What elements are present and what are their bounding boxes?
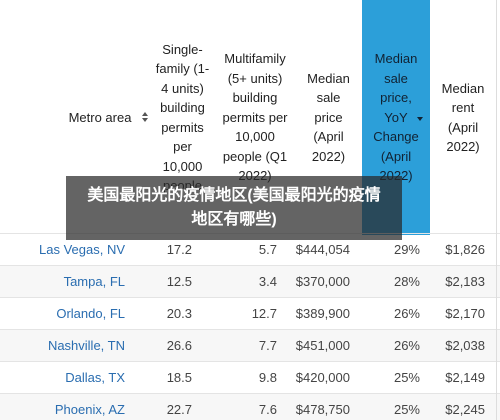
metro-link[interactable]: Dallas, TX	[65, 370, 125, 385]
table-cell: $2,149	[445, 370, 485, 385]
table-cell: $370,000	[295, 274, 350, 289]
column-header[interactable]: Median rent (April 2022)	[430, 0, 496, 235]
table-cell: 25%	[393, 370, 420, 385]
column-header-text: Single-family (1-4 units) building permi…	[155, 41, 210, 194]
table-cell: $2,245	[445, 402, 485, 417]
table-cell: 12.5	[166, 274, 192, 289]
table-cell: 3.4	[258, 274, 277, 289]
table-cell: 26%	[393, 306, 420, 321]
column-header-text: Multifamily (5+ units) building permits …	[222, 51, 288, 183]
caption-text: 美国最阳光的疫情地区(美国最阳光的疫情地区有哪些)	[87, 187, 381, 228]
table-cell: 9.8	[258, 370, 277, 385]
metro-link[interactable]: Phoenix, AZ	[54, 402, 125, 417]
table-cell: 5.7	[258, 242, 277, 257]
table-row: Phoenix, AZ 22.7 7.6 $478,750 25% $2,245	[0, 393, 500, 420]
column-header-text: Metro area	[68, 109, 132, 125]
table-cell: 28%	[393, 274, 420, 289]
table-row: Nashville, TN 26.6 7.7 $451,000 26% $2,038	[0, 329, 500, 361]
metro-link[interactable]: Nashville, TN	[47, 338, 125, 353]
table-cell: 25%	[393, 402, 420, 417]
table-cell: $444,054	[295, 242, 350, 257]
sort-icon-active[interactable]	[416, 111, 424, 123]
table-cell: 7.6	[258, 402, 277, 417]
table-row: Dallas, TX 18.5 9.8 $420,000 25% $2,149	[0, 361, 500, 393]
table-cell: $2,038	[445, 338, 485, 353]
metro-link[interactable]: Orlando, FL	[56, 306, 125, 321]
table-cell: $420,000	[295, 370, 350, 385]
table-cell: 26.6	[166, 338, 192, 353]
table-cell: $478,750	[295, 402, 350, 417]
table-row: Tampa, FL 12.5 3.4 $370,000 28% $2,183	[0, 265, 500, 297]
table-cell: 29%	[393, 242, 420, 257]
table-cell: 17.2	[166, 242, 192, 257]
table-cell: $2,183	[445, 274, 485, 289]
table-cell: $451,000	[295, 338, 350, 353]
caption-overlay: 美国最阳光的疫情地区(美国最阳光的疫情地区有哪些)	[66, 176, 402, 240]
table-cell: 18.5	[166, 370, 192, 385]
metro-link[interactable]: Las Vegas, NV	[39, 242, 125, 257]
column-header-text: Median rent (April 2022)	[441, 80, 485, 155]
column-header[interactable]: Metro area	[0, 0, 150, 235]
table-row: Orlando, FL 20.3 12.7 $389,900 26% $2,170	[0, 297, 500, 329]
column-edge	[496, 0, 497, 420]
table-cell: 22.7	[166, 402, 192, 417]
metro-link[interactable]: Tampa, FL	[63, 274, 125, 289]
table-cell: $2,170	[445, 306, 485, 321]
column-header-text: Median sale price (April 2022)	[307, 70, 350, 164]
table-cell: $389,900	[295, 306, 350, 321]
column-header[interactable]: Median sale price (April 2022)	[295, 0, 362, 235]
table-cell: 26%	[393, 338, 420, 353]
sort-icon[interactable]	[141, 111, 149, 123]
table-cell: $1,826	[445, 242, 485, 257]
table-cell: 20.3	[166, 306, 192, 321]
table-cell: 12.7	[251, 306, 277, 321]
column-header-text: Median sale price, YoY Change (April 202…	[373, 51, 419, 183]
table-cell: 7.7	[258, 338, 277, 353]
